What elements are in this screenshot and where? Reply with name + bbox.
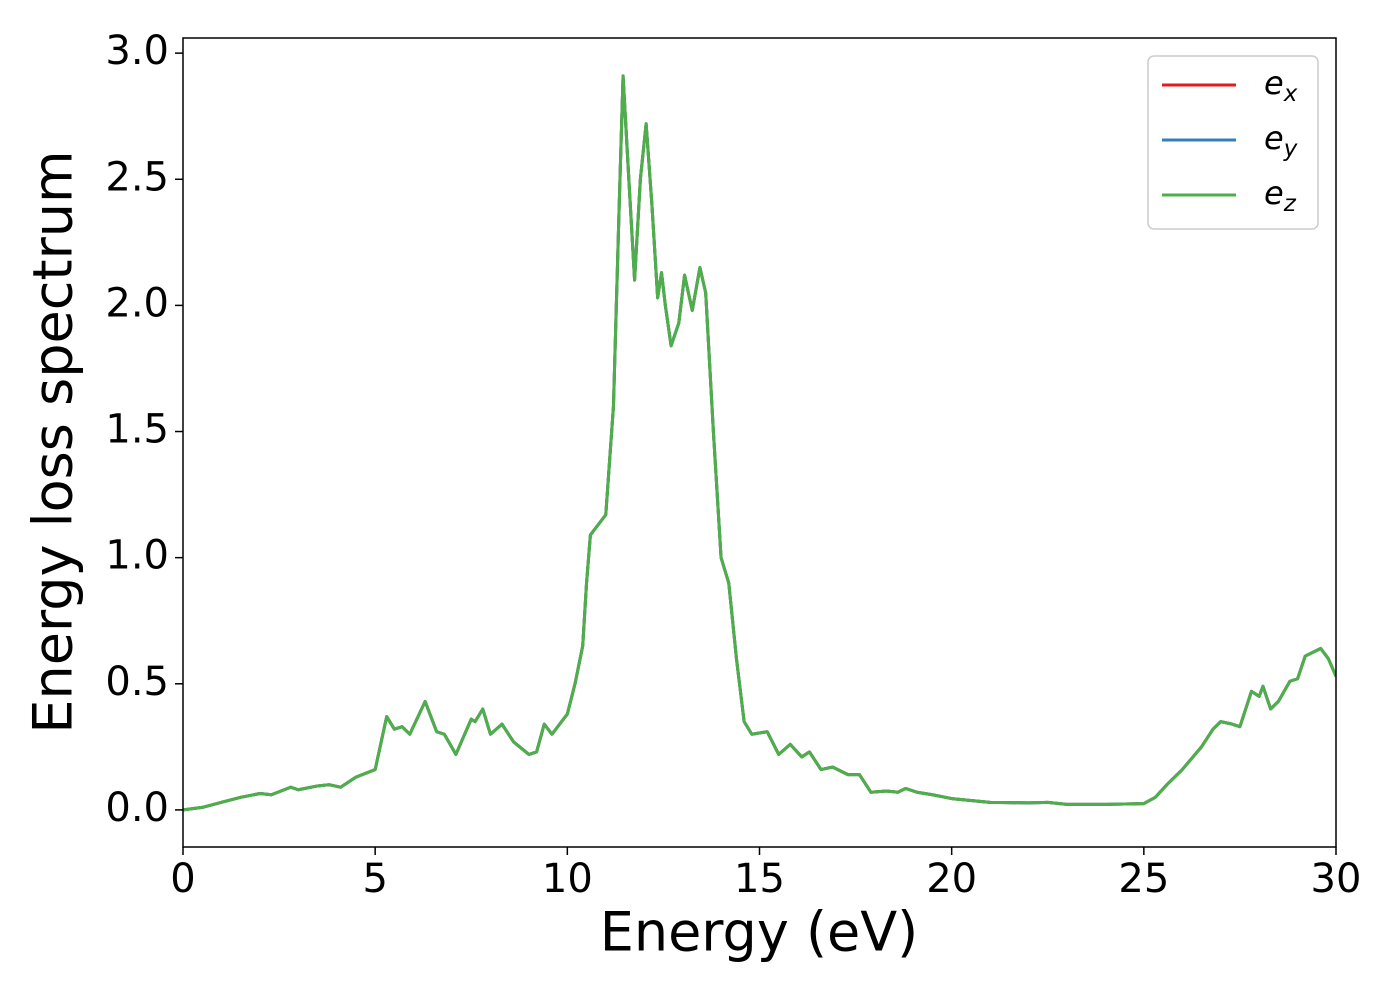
legend-label: ey <box>1264 119 1298 162</box>
y-tick-label: 0.5 <box>105 659 169 705</box>
y-tick-label: 0.0 <box>105 785 169 831</box>
x-tick-label: 10 <box>542 856 593 902</box>
x-axis-label: Energy (eV) <box>600 901 919 964</box>
x-tick-label: 20 <box>926 856 977 902</box>
x-tick-label: 0 <box>170 856 195 902</box>
x-tick-label: 25 <box>1118 856 1169 902</box>
x-tick-label: 30 <box>1311 856 1362 902</box>
y-tick-label: 3.0 <box>105 28 169 74</box>
y-tick-label: 1.0 <box>105 533 169 579</box>
x-tick-label: 15 <box>734 856 785 902</box>
x-tick-label: 5 <box>362 856 387 902</box>
plot-frame <box>182 37 1337 848</box>
y-tick-label: 2.0 <box>105 280 169 326</box>
legend-box <box>1147 55 1319 230</box>
y-tick-label: 2.5 <box>105 154 169 200</box>
series-line <box>183 74 1336 812</box>
legend-label: ex <box>1264 64 1298 107</box>
y-axis-label: Energy loss spectrum <box>22 150 85 733</box>
legend-label: ez <box>1264 174 1297 217</box>
y-tick-label: 1.5 <box>105 407 169 453</box>
